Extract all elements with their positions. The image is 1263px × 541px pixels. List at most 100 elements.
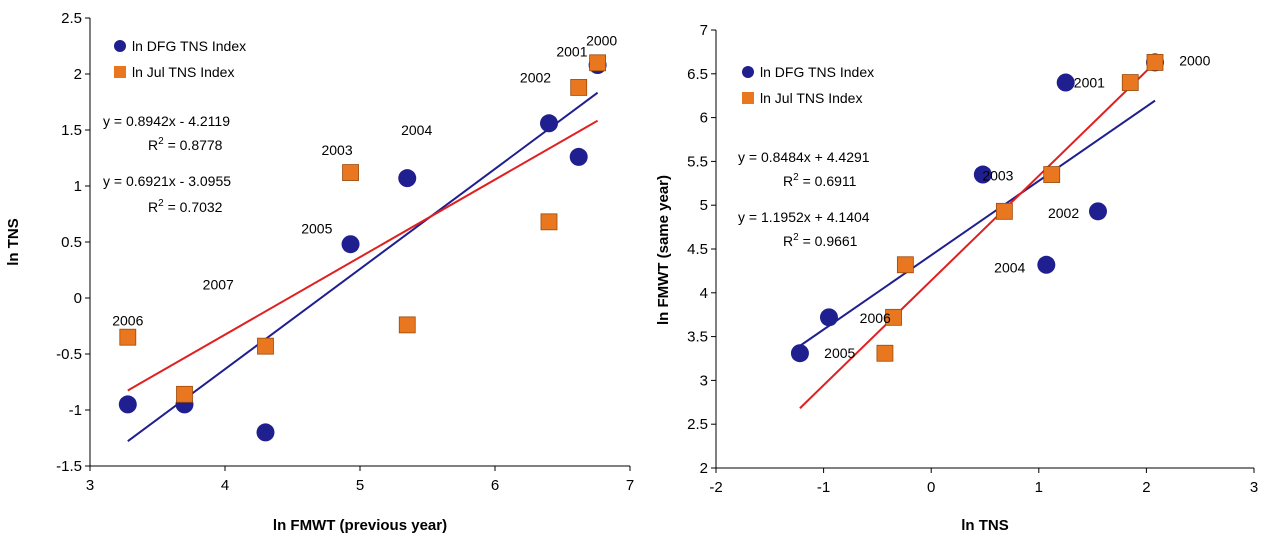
- legend-marker-circle: [114, 40, 126, 52]
- y-tick-label: 2.5: [687, 416, 708, 433]
- x-tick-label: 0: [927, 479, 935, 496]
- legend-marker-square: [114, 66, 126, 78]
- data-point-square: [896, 256, 914, 274]
- data-point-circle: [398, 169, 417, 188]
- y-tick-label: 1.5: [61, 122, 82, 139]
- year-label: 2006: [112, 312, 143, 328]
- year-label: 2000: [1179, 53, 1210, 69]
- y-tick-label: 2: [700, 460, 708, 477]
- data-point-square: [119, 328, 137, 346]
- y-tick-label: 7: [700, 22, 708, 39]
- y-tick-label: 0: [74, 290, 82, 307]
- legend-box: [104, 28, 294, 90]
- year-label: 2001: [1074, 75, 1105, 91]
- data-point-square: [398, 316, 416, 334]
- x-tick-label: 2: [1142, 479, 1150, 496]
- data-point-circle: [1088, 202, 1107, 221]
- data-point-circle: [790, 344, 809, 363]
- data-point-square: [995, 202, 1013, 220]
- data-point-square: [1146, 54, 1164, 71]
- y-tick-label: -0.5: [56, 346, 82, 363]
- trend-equation: y = 0.8942x - 4.2119: [103, 113, 230, 129]
- y-tick-label: 5.5: [687, 153, 708, 170]
- data-point-square: [885, 308, 902, 326]
- legend-marker-circle: [742, 66, 754, 78]
- y-tick-label: 6.5: [687, 66, 708, 83]
- x-tick-label: -1: [817, 479, 830, 496]
- y-tick-label: 4: [700, 285, 708, 302]
- data-point-square: [176, 385, 193, 403]
- trendline: [127, 119, 599, 392]
- data-point-circle: [1056, 73, 1075, 92]
- x-axis-title: ln TNS: [961, 517, 1009, 534]
- x-tick-label: -2: [709, 479, 722, 496]
- y-tick-label: 2: [74, 66, 82, 83]
- r-squared: R2 = 0.7032: [148, 198, 223, 215]
- legend-label: ln DFG TNS Index: [760, 64, 874, 80]
- y-tick-label: 3.5: [687, 329, 708, 346]
- year-label: 2003: [321, 142, 352, 158]
- y-tick-label: -1: [69, 402, 82, 419]
- legend-label: ln DFG TNS Index: [132, 38, 246, 54]
- legend: ln DFG TNS Index ln Jul TNS Index: [104, 28, 294, 90]
- chart-panel-1: -1.5 -1 -0.5 0 0.5 1 1.5 2 2.5 3 4 5 6 7 ln FMWT (prev…: [5, 10, 634, 534]
- data-point-square: [1121, 74, 1139, 91]
- r-squared: R2 = 0.9661: [783, 232, 858, 249]
- x-tick-label: 3: [86, 477, 94, 494]
- year-label: 2002: [520, 69, 551, 85]
- x-axis-title: ln FMWT (previous year): [273, 517, 447, 534]
- data-point-square: [342, 164, 359, 181]
- data-point-circle: [341, 235, 360, 254]
- data-point-circle: [1037, 255, 1056, 274]
- x-tick-label: 5: [356, 477, 364, 494]
- year-label: 2004: [994, 259, 1025, 275]
- data-point-circle: [973, 165, 992, 184]
- data-point-square: [540, 213, 558, 231]
- trendline: [799, 99, 1156, 347]
- y-tick-label: 2.5: [61, 10, 82, 27]
- x-tick-label: 4: [221, 477, 229, 494]
- data-point-circle: [540, 114, 558, 133]
- y-axis-title: ln TNS: [5, 218, 22, 266]
- r-squared: R2 = 0.6911: [783, 172, 857, 189]
- x-tick-label: 3: [1250, 479, 1258, 496]
- x-tick-label: 7: [626, 477, 634, 494]
- year-label: 2007: [203, 277, 234, 293]
- data-point-square: [589, 54, 606, 72]
- data-point-square: [876, 344, 894, 362]
- data-point-square: [1043, 166, 1061, 183]
- year-label: 2000: [586, 32, 617, 48]
- trendline: [799, 62, 1156, 409]
- y-tick-label: 1: [74, 178, 82, 195]
- year-label: 2005: [301, 221, 332, 237]
- y-axis-title: ln FMWT (same year): [655, 175, 672, 325]
- year-label: 2006: [860, 310, 891, 326]
- year-label: 2001: [556, 44, 587, 60]
- x-tick-label: 1: [1035, 479, 1043, 496]
- year-label: 2004: [401, 122, 432, 138]
- y-tick-label: 4.5: [687, 241, 708, 258]
- r-squared: R2 = 0.8778: [148, 136, 223, 153]
- data-point-circle: [819, 308, 838, 327]
- x-tick-label: 6: [491, 477, 499, 494]
- legend-marker-square: [742, 92, 754, 104]
- legend-label: ln Jul TNS Index: [760, 90, 862, 106]
- chart-panel-2: 2 2.5 3 3.5 4 4.5 5 5.5 6 6.5 7 -2 -1 0 1 2 3 ln TNS ln FM…: [655, 22, 1258, 534]
- y-tick-label: 3: [700, 372, 708, 389]
- legend-box: [732, 54, 922, 116]
- y-tick-label: 5: [700, 197, 708, 214]
- year-label: 2005: [824, 345, 855, 361]
- y-tick-label: 6: [700, 110, 708, 127]
- year-label: 2002: [1048, 205, 1079, 221]
- data-point-circle: [256, 423, 275, 442]
- data-point-circle: [118, 395, 137, 414]
- data-point-circle: [569, 147, 588, 166]
- y-tick-label: 0.5: [61, 234, 82, 251]
- data-point-square: [257, 337, 274, 355]
- trend-equation: y = 0.6921x - 3.0955: [103, 173, 231, 189]
- trend-equation: y = 1.1952x + 4.1404: [738, 209, 870, 225]
- legend-label: ln Jul TNS Index: [132, 64, 234, 80]
- trendline: [127, 91, 599, 443]
- y-tick-label: -1.5: [56, 458, 82, 475]
